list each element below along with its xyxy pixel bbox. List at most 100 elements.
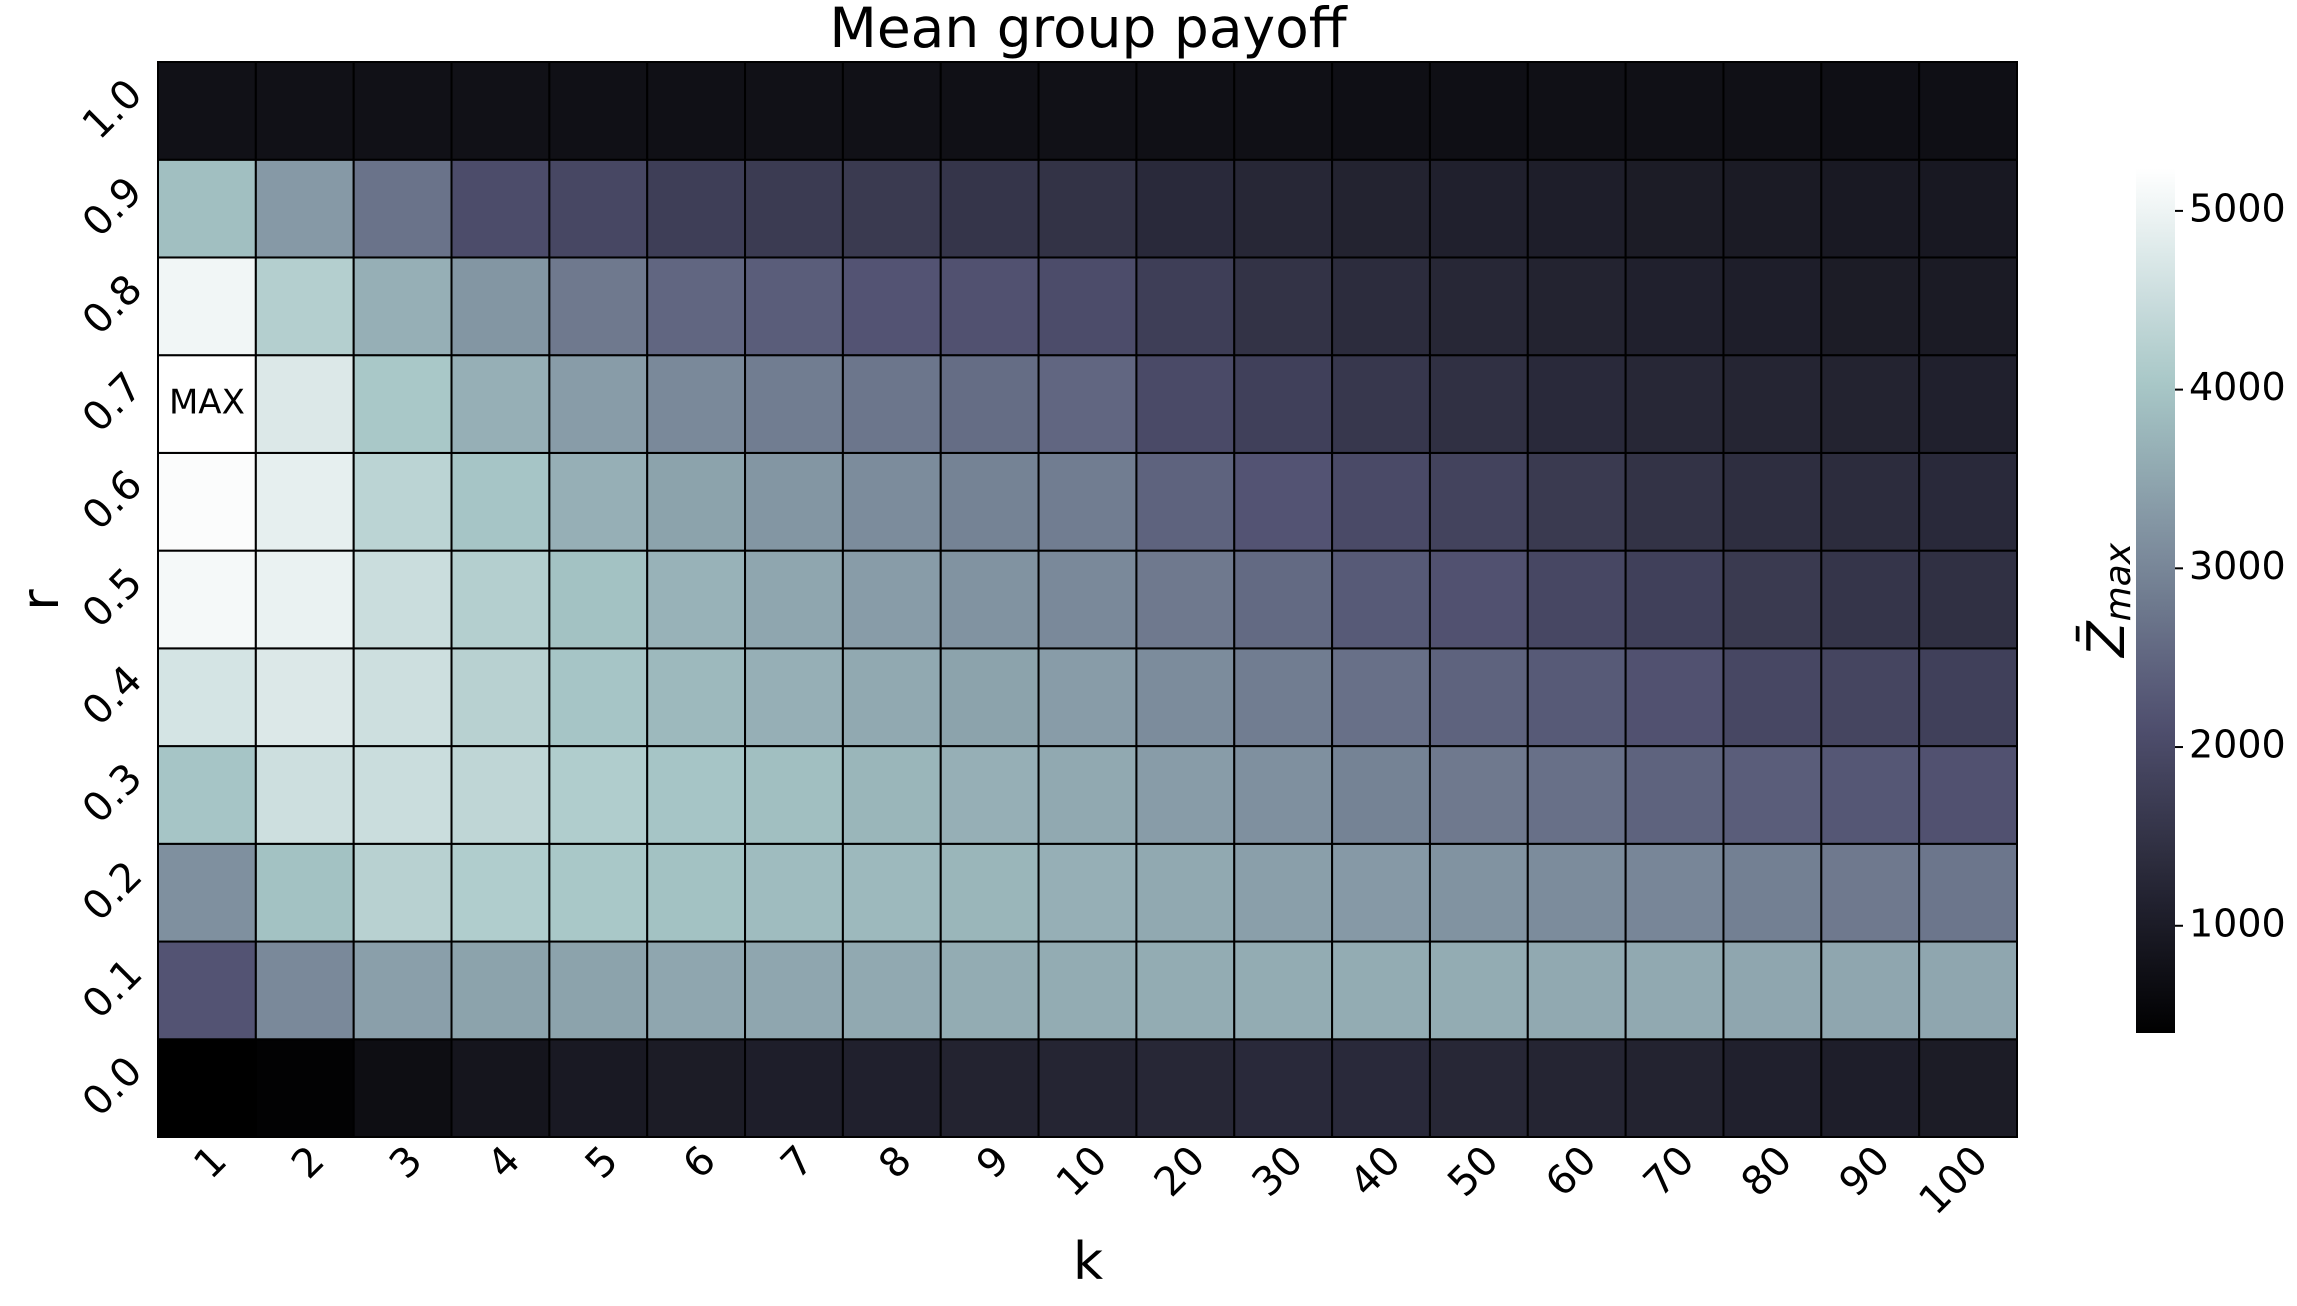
heatmap-cell	[646, 647, 747, 748]
heatmap-cell	[254, 158, 355, 259]
heatmap-cell	[1918, 158, 2018, 259]
heatmap-cell	[939, 940, 1040, 1041]
y-tick-label: 0.6	[74, 462, 152, 540]
heatmap-cell	[548, 451, 649, 552]
heatmap-cell	[939, 647, 1040, 748]
heatmap-cell	[1624, 842, 1725, 943]
heatmap-cell	[841, 745, 942, 845]
heatmap-cell	[1820, 354, 1921, 454]
heatmap-cell	[1331, 745, 1431, 845]
heatmap-cell	[1233, 549, 1334, 650]
heatmap-cell	[352, 1038, 453, 1138]
heatmap-cell	[352, 256, 453, 357]
heatmap-cell	[1135, 256, 1236, 357]
heatmap-cell	[548, 647, 649, 748]
heatmap-cell	[939, 549, 1040, 650]
heatmap-cell	[450, 256, 551, 357]
heatmap-cell	[254, 745, 355, 845]
heatmap-cell	[939, 61, 1040, 161]
heatmap-cell	[1135, 549, 1236, 650]
heatmap-cell	[939, 842, 1040, 943]
heatmap-cell	[1135, 842, 1236, 943]
heatmap-cell	[744, 745, 844, 845]
heatmap-cell	[157, 256, 257, 357]
heatmap-cell	[450, 842, 551, 943]
heatmap-cell	[352, 354, 453, 454]
heatmap-cell	[352, 745, 453, 845]
heatmap-cell	[1331, 549, 1431, 650]
heatmap-cell	[1233, 842, 1334, 943]
heatmap-cell	[157, 451, 257, 552]
heatmap-cell	[1331, 158, 1431, 259]
heatmap-cell	[254, 61, 355, 161]
x-tick-label: 70	[1635, 1137, 1704, 1206]
heatmap-cell	[1624, 61, 1725, 161]
heatmap-cell	[1820, 1038, 1921, 1138]
heatmap-cell	[1722, 354, 1823, 454]
heatmap-cell	[254, 451, 355, 552]
heatmap-cell	[1331, 940, 1431, 1041]
heatmap-cell	[1428, 256, 1529, 357]
heatmap-cell	[1722, 1038, 1823, 1138]
heatmap-cell	[450, 158, 551, 259]
heatmap-cell	[646, 354, 747, 454]
heatmap-cell	[1037, 745, 1138, 845]
cell-annotation: MIN	[175, 1067, 240, 1107]
heatmap-cell	[1331, 647, 1431, 748]
x-tick-label: 2	[283, 1137, 334, 1188]
x-tick-label: 90	[1831, 1137, 1900, 1206]
heatmap-cell	[254, 354, 355, 454]
x-tick-label: 100	[1910, 1137, 1997, 1224]
heatmap-cell	[1722, 549, 1823, 650]
colorbar-tick-label: 2000	[2189, 723, 2286, 767]
heatmap-cell	[157, 158, 257, 259]
heatmap-cell	[1331, 1038, 1431, 1138]
heatmap-cell	[548, 158, 649, 259]
heatmap-cell	[744, 940, 844, 1041]
heatmap-cell	[1135, 745, 1236, 845]
heatmap-cell	[1526, 61, 1627, 161]
heatmap-cell	[450, 745, 551, 845]
heatmap-cell	[352, 61, 453, 161]
heatmap-cell	[841, 647, 942, 748]
colorbar-tick-label: 4000	[2189, 365, 2286, 409]
heatmap-cell	[646, 61, 747, 161]
heatmap-cell	[1526, 842, 1627, 943]
heatmap-cell	[1624, 354, 1725, 454]
y-tick-label: 0.8	[74, 266, 152, 344]
heatmap-cell	[1037, 647, 1138, 748]
heatmap-cell	[1820, 158, 1921, 259]
x-tick-label: 1	[185, 1137, 236, 1188]
y-tick-label: 0.9	[74, 168, 152, 246]
heatmap-cell	[841, 451, 942, 552]
heatmap-cell	[841, 1038, 942, 1138]
cell-annotation: MAX	[169, 383, 245, 423]
heatmap-cell	[1428, 451, 1529, 552]
heatmap-cell	[744, 549, 844, 650]
heatmap-cell	[841, 61, 942, 161]
heatmap-cell	[157, 549, 257, 650]
heatmap-cell	[646, 549, 747, 650]
colorbar-label: Z̄max	[2076, 542, 2139, 659]
heatmap-cell	[841, 940, 942, 1041]
heatmap-cell	[646, 1038, 747, 1138]
heatmap-cell	[1722, 61, 1823, 161]
x-tick-label: 10	[1048, 1137, 1117, 1206]
heatmap-cell	[1135, 940, 1236, 1041]
heatmap-cell	[1918, 745, 2018, 845]
heatmap-cell	[1037, 842, 1138, 943]
heatmap-cell	[744, 1038, 844, 1138]
heatmap-cell	[1135, 354, 1236, 454]
heatmap-cell	[1331, 256, 1431, 357]
heatmap-cell	[548, 354, 649, 454]
heatmap-cell	[1526, 158, 1627, 259]
x-tick-label: 5	[577, 1137, 628, 1188]
heatmap-cell	[1526, 647, 1627, 748]
heatmap-cell	[939, 354, 1040, 454]
heatmap-cell	[1233, 1038, 1334, 1138]
heatmap-cell	[1428, 940, 1529, 1041]
heatmap-cell	[1624, 158, 1725, 259]
x-tick-label: 60	[1537, 1137, 1606, 1206]
x-tick-label: 3	[381, 1137, 432, 1188]
